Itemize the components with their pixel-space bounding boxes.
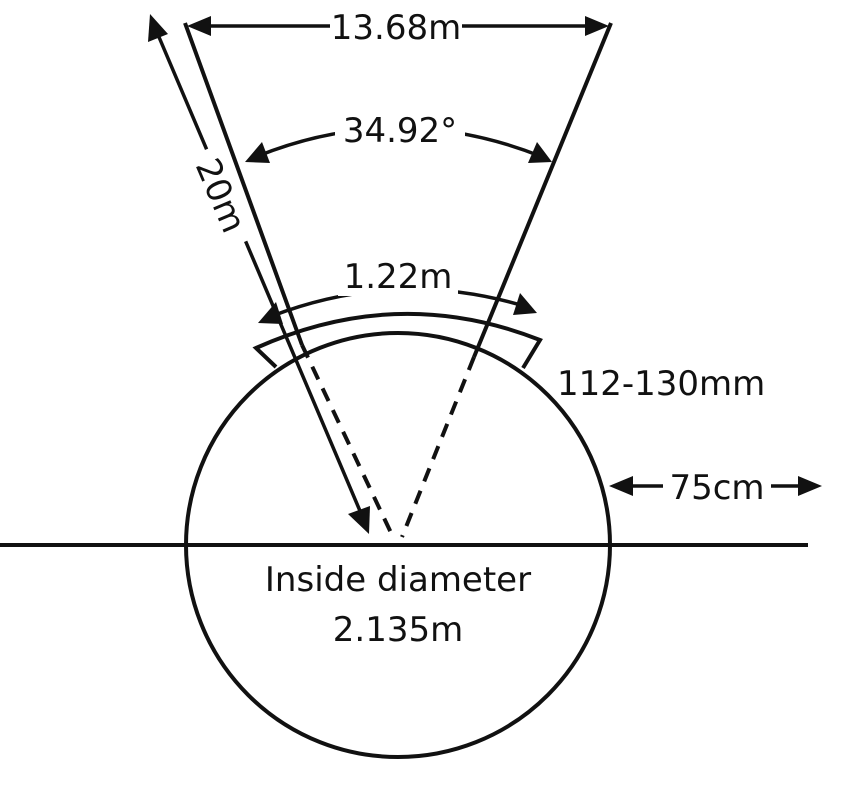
sector-width-label: 13.68m — [331, 8, 461, 48]
sector-line-left-dashed — [300, 344, 395, 538]
sector-angle-arrowhead-left — [245, 142, 270, 163]
stop-board — [252, 311, 543, 370]
margin-label: 75cm — [669, 468, 764, 508]
sector-angle-label: 34.92° — [343, 111, 457, 151]
margin-arrowhead-right — [798, 476, 822, 496]
toe-board-height-label: 112-130mm — [557, 364, 765, 404]
throwing-circle — [184, 331, 612, 759]
inside-diameter-label-line2: 2.135m — [333, 610, 463, 650]
sector-width-arrowhead-left — [187, 16, 211, 36]
sector-line-right — [472, 22, 613, 358]
arc-width-arrowhead-left — [258, 302, 283, 324]
arc-width-label: 1.22m — [344, 257, 453, 297]
radius-arrowhead-bottom — [348, 506, 370, 534]
radius-arrowhead-top — [148, 14, 168, 42]
sector-line-right-dashed — [400, 356, 476, 538]
sector-width-arrowhead-right — [585, 16, 609, 36]
sector-angle-arrowhead-right — [528, 142, 552, 163]
margin-arrowhead-left — [609, 476, 633, 496]
radius-dimension-line — [154, 29, 365, 519]
sector-line-left — [183, 22, 304, 346]
arc-width-arrowhead-right — [513, 293, 537, 315]
inside-diameter-label-line1: Inside diameter — [265, 560, 531, 600]
